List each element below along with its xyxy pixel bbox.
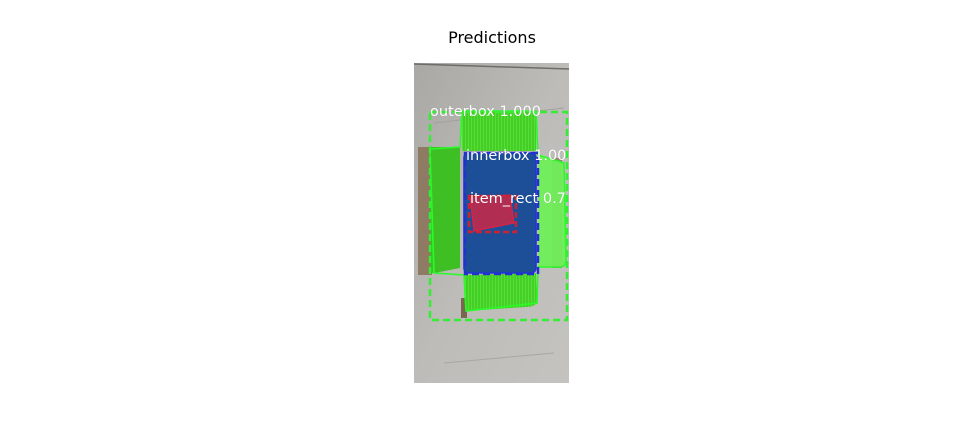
figure-title: Predictions [448, 28, 536, 47]
item-rect-label: item_rect 0.7 [470, 191, 566, 207]
outerbox-label: outerbox 1.000 [430, 104, 541, 120]
innerbox-label: innerbox 1.00 [466, 148, 567, 164]
cardboard-left-edge [418, 147, 432, 275]
